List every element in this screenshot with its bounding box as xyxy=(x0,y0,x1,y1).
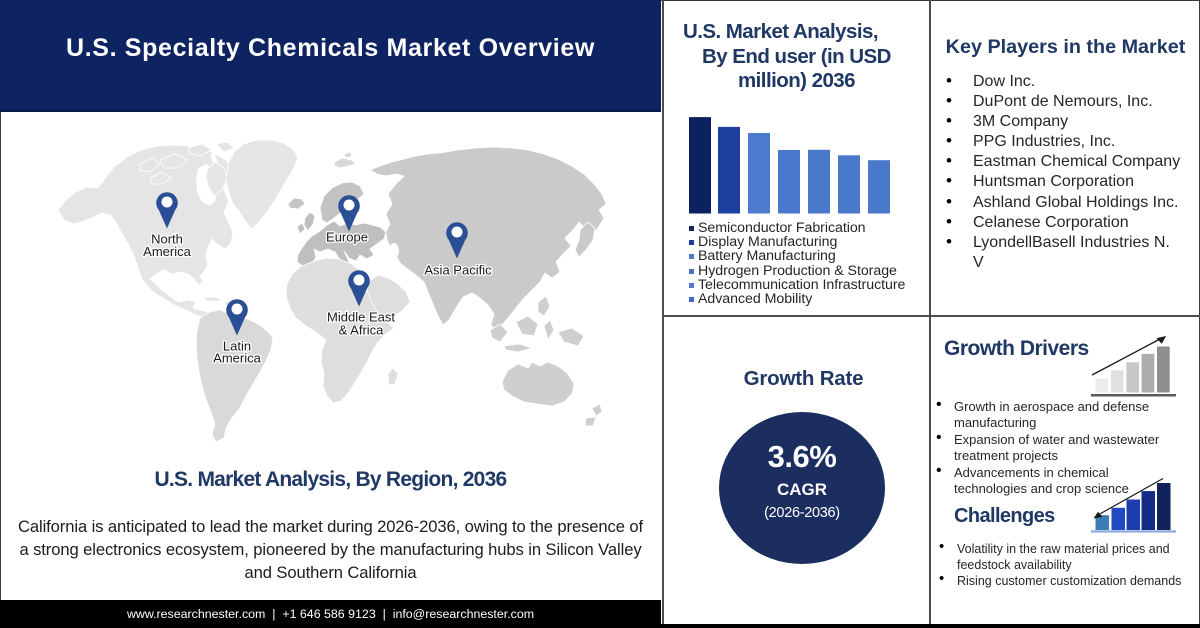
svg-text:Middle East: Middle East xyxy=(327,310,395,325)
svg-text:Europe: Europe xyxy=(326,230,368,245)
svg-text:North: North xyxy=(151,232,183,247)
svg-text:Latin: Latin xyxy=(223,339,251,354)
svg-text:Asia Pacific: Asia Pacific xyxy=(424,263,492,278)
svg-text:America: America xyxy=(213,351,261,366)
svg-text:America: America xyxy=(143,244,191,259)
svg-text:& Africa: & Africa xyxy=(339,323,385,338)
